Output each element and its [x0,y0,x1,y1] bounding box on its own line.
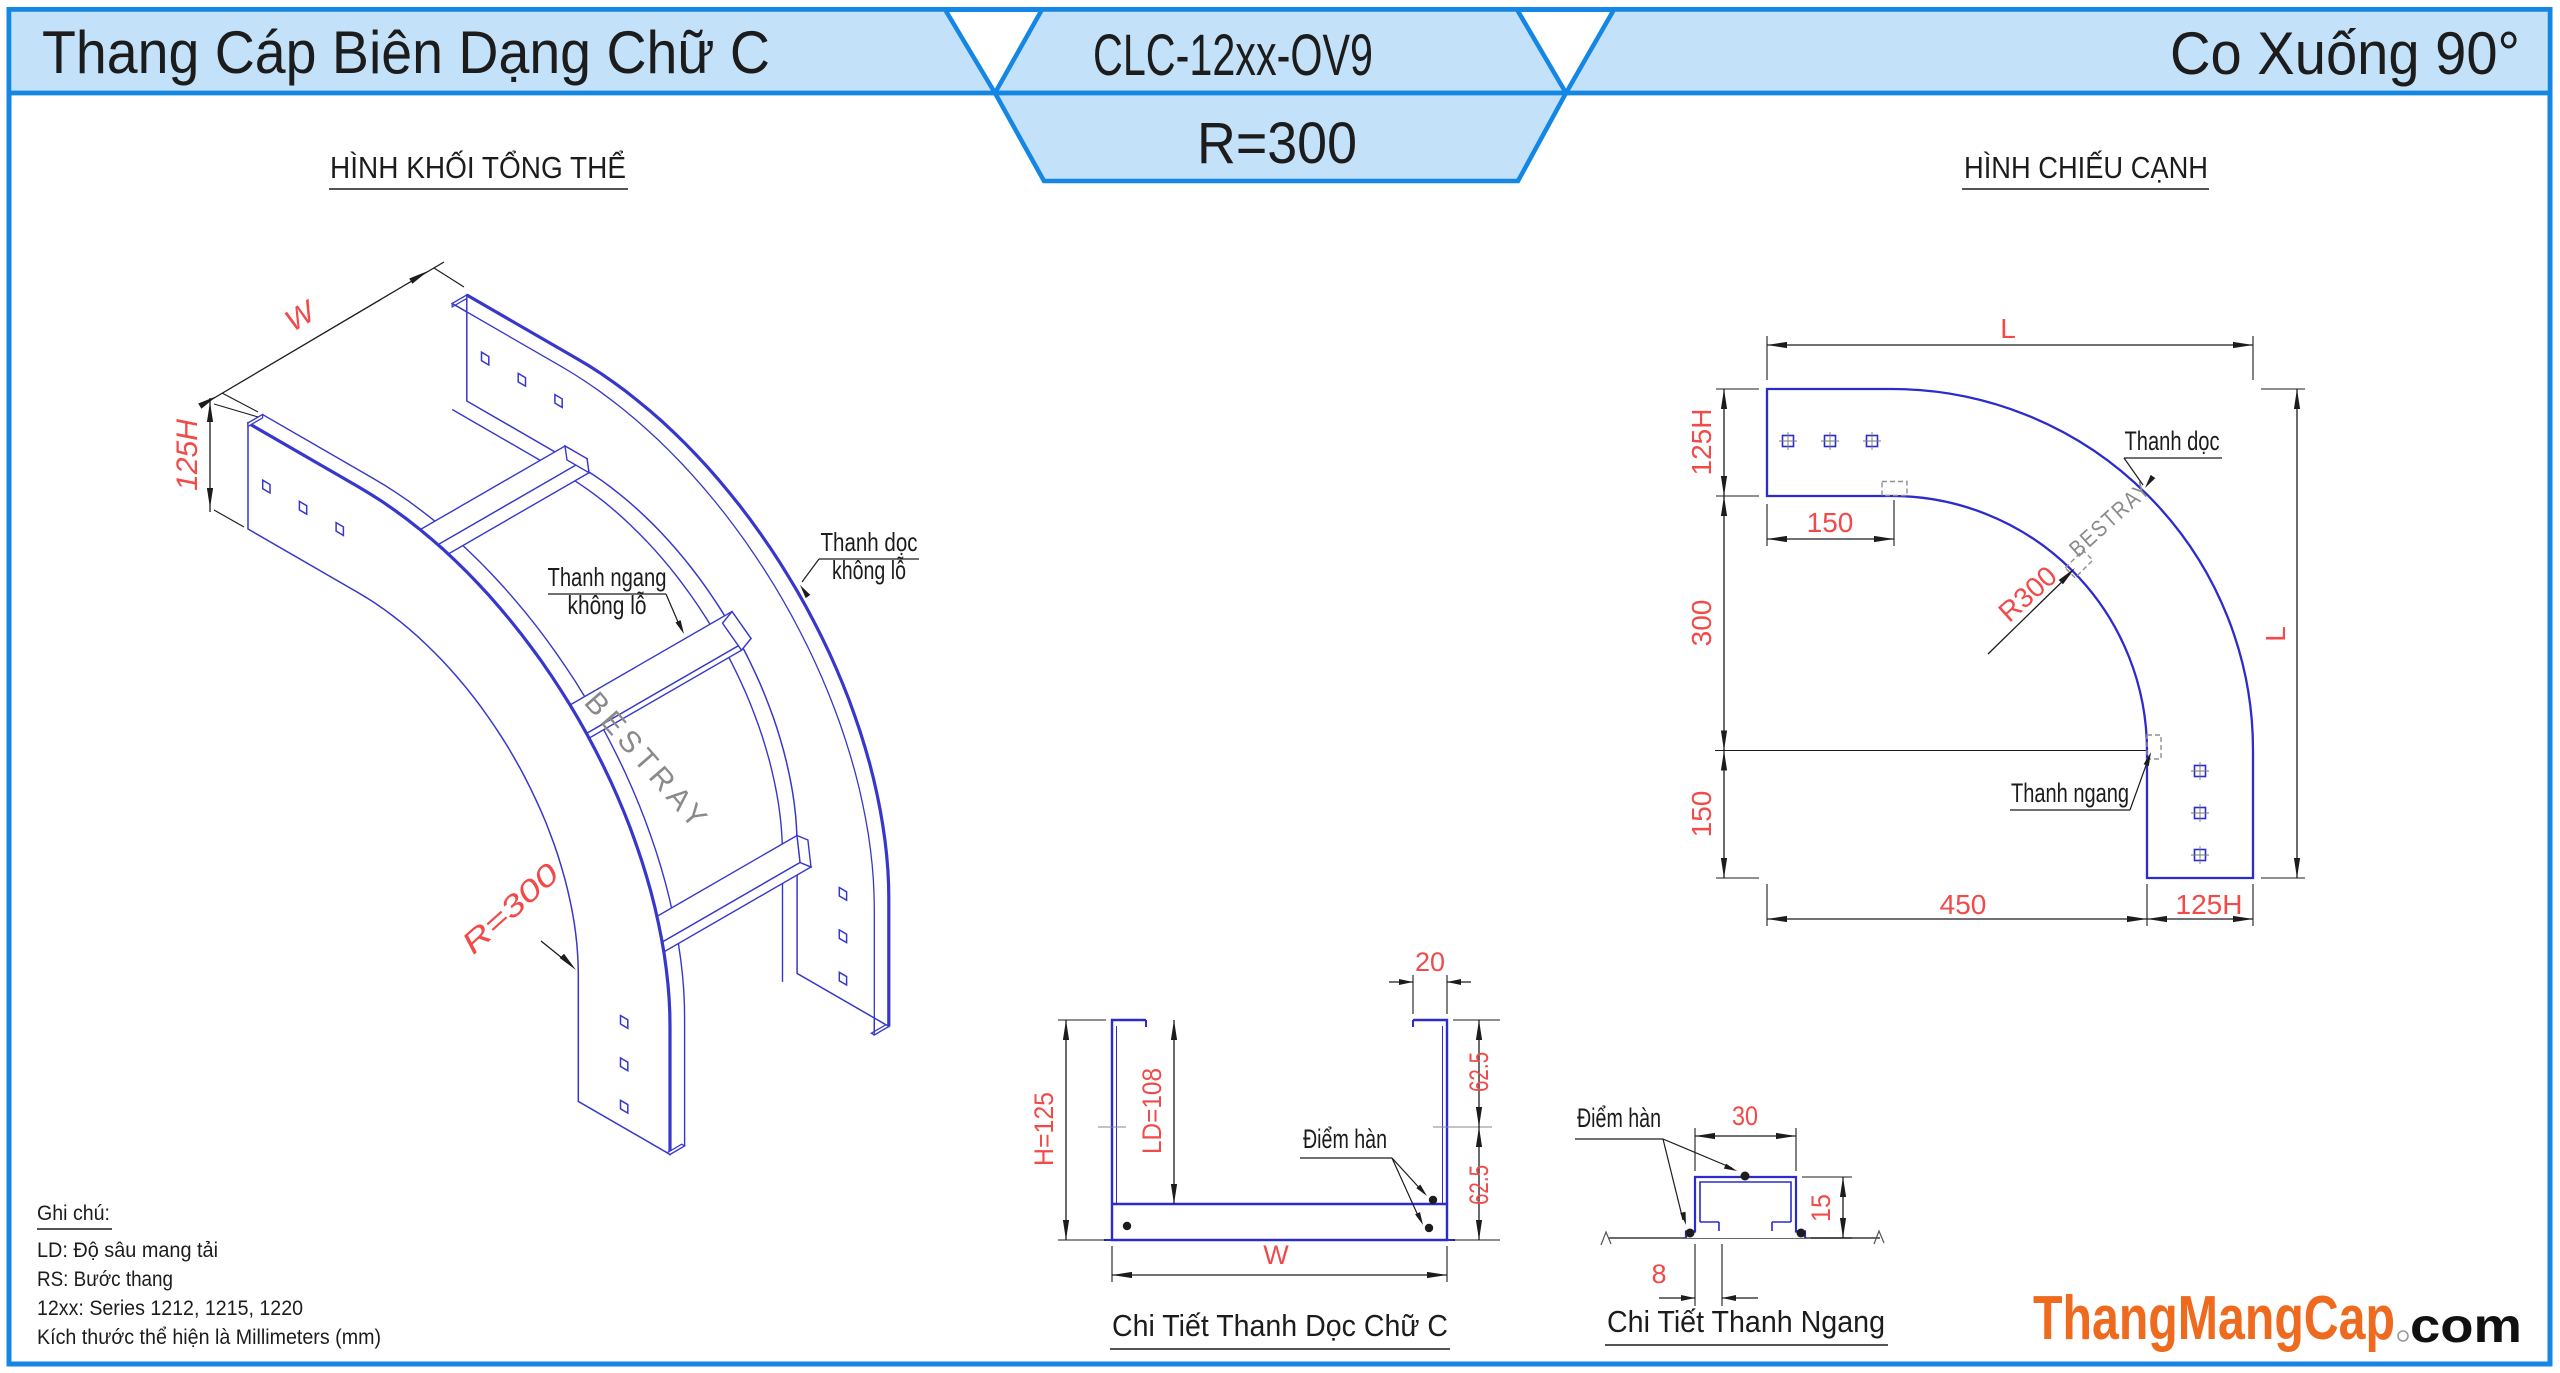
svg-text:62.5: 62.5 [1464,1052,1494,1092]
svg-text:R=300: R=300 [1197,111,1357,176]
svg-text:300: 300 [1686,600,1717,647]
svg-text:125H: 125H [1686,409,1717,476]
svg-text:450: 450 [1940,889,1987,920]
svg-text:L: L [2000,313,2016,344]
svg-text:ThangMangCap: ThangMangCap [2033,1284,2395,1353]
svg-text:15: 15 [1806,1194,1836,1222]
svg-text:Điểm hàn: Điểm hàn [1577,1103,1661,1133]
svg-text:Thang Cáp Biên Dạng Chữ C: Thang Cáp Biên Dạng Chữ C [42,19,770,86]
svg-text:CLC-12xx-OV9: CLC-12xx-OV9 [1093,23,1373,88]
svg-text:không lỗ: không lỗ [568,590,647,620]
svg-text:W: W [1263,1240,1289,1270]
svg-text:Kích thước thể hiện là Millime: Kích thước thể hiện là Millimeters (mm) [37,1326,381,1349]
svg-text:RS: Bước thang: RS: Bước thang [37,1268,173,1291]
svg-text:Thanh dọc: Thanh dọc [821,527,918,557]
svg-text:Ghi chú:: Ghi chú: [37,1202,110,1225]
svg-text:L: L [2260,626,2291,642]
svg-text:125H: 125H [171,419,204,491]
svg-text:HÌNH CHIẾU CẠNH: HÌNH CHIẾU CẠNH [1964,150,2208,185]
svg-text:Thanh dọc: Thanh dọc [2125,426,2220,456]
svg-text:LD=108: LD=108 [1137,1068,1167,1154]
svg-text:150: 150 [1686,791,1717,838]
svg-text:không lỗ: không lỗ [832,555,906,585]
svg-text:30: 30 [1732,1101,1758,1131]
svg-text:H=125: H=125 [1029,1092,1059,1166]
svg-text:20: 20 [1415,947,1445,977]
svg-text:Chi Tiết Thanh Dọc Chữ C: Chi Tiết Thanh Dọc Chữ C [1112,1308,1448,1343]
svg-text:Chi Tiết Thanh Ngang: Chi Tiết Thanh Ngang [1607,1304,1885,1339]
svg-text:8: 8 [1651,1259,1666,1289]
svg-text:Thanh ngang: Thanh ngang [2011,778,2129,808]
svg-text:Thanh ngang: Thanh ngang [548,562,667,592]
svg-text:HÌNH KHỐI TỔNG THỂ: HÌNH KHỐI TỔNG THỂ [330,149,626,185]
svg-text:12xx: Series 1212, 1215, 1220: 12xx: Series 1212, 1215, 1220 [37,1297,303,1320]
svg-text:Co Xuống 90°: Co Xuống 90° [2170,20,2520,87]
svg-text:LD: Độ sâu mang tải: LD: Độ sâu mang tải [37,1239,218,1262]
svg-text:com: com [2410,1300,2522,1353]
svg-text:125H: 125H [2176,889,2243,920]
svg-text:150: 150 [1807,507,1854,538]
svg-text:Điểm hàn: Điểm hàn [1303,1124,1387,1154]
svg-text:62.5: 62.5 [1464,1165,1494,1205]
